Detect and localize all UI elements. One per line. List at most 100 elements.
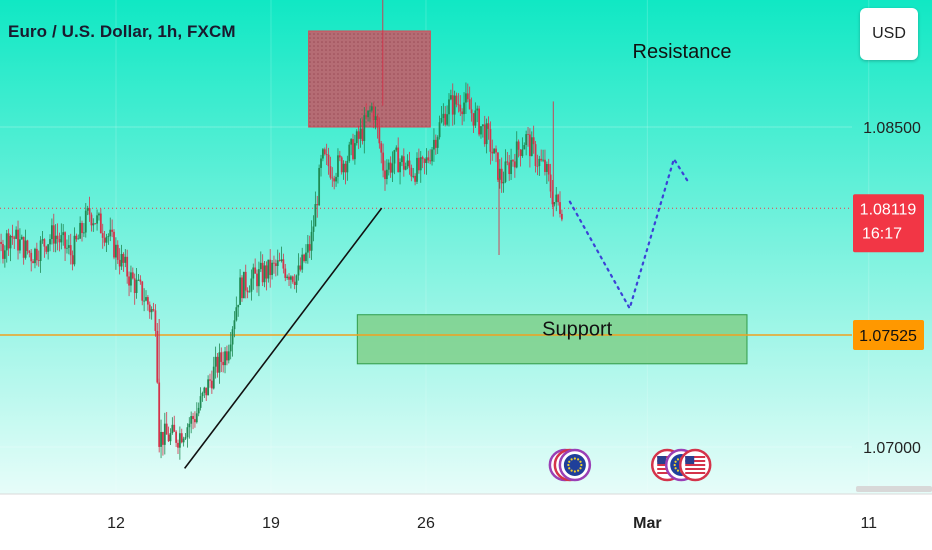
candle-body <box>344 163 347 173</box>
trendline <box>183 207 383 469</box>
candle-body <box>252 267 255 279</box>
candle-body <box>303 254 305 262</box>
candle-body <box>519 149 522 156</box>
currency-button[interactable]: USD <box>860 8 918 60</box>
candle-body <box>214 356 217 367</box>
candle-body <box>295 275 298 285</box>
candle-body <box>84 210 87 233</box>
candle-body <box>94 223 97 225</box>
candle-body <box>529 134 531 157</box>
candle-body <box>242 271 245 299</box>
candle-body <box>69 245 72 256</box>
candle-body <box>504 161 507 182</box>
candle-body <box>301 254 304 270</box>
candle-body <box>165 423 168 435</box>
candle-body <box>141 281 144 301</box>
candle-body <box>188 423 191 428</box>
candle-body <box>88 208 91 215</box>
candle-body <box>258 269 260 287</box>
eu-star <box>577 458 580 461</box>
eu-star <box>674 460 677 463</box>
candle-body <box>474 110 477 126</box>
candle-body <box>448 99 450 115</box>
candle-body <box>515 141 518 168</box>
candle-body <box>35 248 38 261</box>
candle-body <box>101 233 104 238</box>
candle-body <box>169 432 172 442</box>
candle-body <box>463 102 465 115</box>
candle-body <box>440 117 443 123</box>
candle-body <box>335 176 337 182</box>
candle-body <box>284 268 287 278</box>
candle-body <box>180 433 183 443</box>
candle-body <box>227 351 230 361</box>
candle-body <box>259 262 262 270</box>
candle-body <box>246 290 249 293</box>
candle-body <box>431 149 433 162</box>
candle-body <box>476 108 479 111</box>
candle-body <box>124 256 127 263</box>
candle-body <box>363 115 366 142</box>
candle-body <box>449 95 452 100</box>
candle-body <box>530 137 533 157</box>
candle-body <box>205 387 208 396</box>
candle-body <box>261 262 264 283</box>
candle-body <box>3 250 6 259</box>
candle-body <box>493 148 496 154</box>
support-price-tag <box>853 320 924 350</box>
candle-body <box>487 123 490 129</box>
candle-body <box>489 128 492 152</box>
candle-body <box>186 427 189 438</box>
candle-body <box>254 267 257 274</box>
candle-body <box>26 240 29 251</box>
candle-body <box>7 233 10 249</box>
eu-star <box>568 467 571 470</box>
candle-body <box>209 379 211 381</box>
candle-body <box>380 143 383 153</box>
candle-body <box>350 139 353 145</box>
candle-body <box>299 265 302 270</box>
current-price-label: 1.08119 <box>860 201 917 218</box>
candle-body <box>222 361 225 366</box>
us-stripe <box>685 460 706 462</box>
x-tick-label: 11 <box>860 515 877 532</box>
candle-body <box>139 279 142 282</box>
candle-body <box>523 145 526 150</box>
eu-star <box>577 469 580 472</box>
us-stripe <box>685 472 706 474</box>
candle-body <box>171 424 174 433</box>
eu-star <box>567 463 570 467</box>
candle-body <box>352 139 354 160</box>
candle-body <box>297 265 300 276</box>
candle-body <box>290 276 292 280</box>
candle-body <box>148 304 151 313</box>
candle-body <box>293 281 296 285</box>
candle-body <box>525 134 528 146</box>
candle-body <box>480 126 482 135</box>
candle-body <box>498 168 501 180</box>
candle-body <box>235 307 238 321</box>
candle-body <box>365 115 368 118</box>
candle-body <box>143 300 146 302</box>
eu-star <box>580 463 583 467</box>
support-zone <box>356 314 748 365</box>
zones-layer <box>0 30 852 365</box>
candle-body <box>2 243 4 259</box>
candle-body <box>81 222 83 234</box>
candle-body <box>538 158 541 167</box>
candle-body <box>374 116 377 120</box>
candle-body <box>282 259 285 269</box>
candle-body <box>453 95 456 115</box>
candle-body <box>9 235 12 249</box>
candle-body <box>182 438 185 443</box>
candle-body <box>11 235 14 238</box>
candle-body <box>167 434 170 442</box>
candle-body <box>429 160 432 162</box>
x-tick-label: Mar <box>633 515 661 532</box>
candle-body <box>468 99 471 110</box>
candle-body <box>19 239 21 251</box>
candle-body <box>43 239 46 247</box>
resistance-zone <box>308 30 431 128</box>
